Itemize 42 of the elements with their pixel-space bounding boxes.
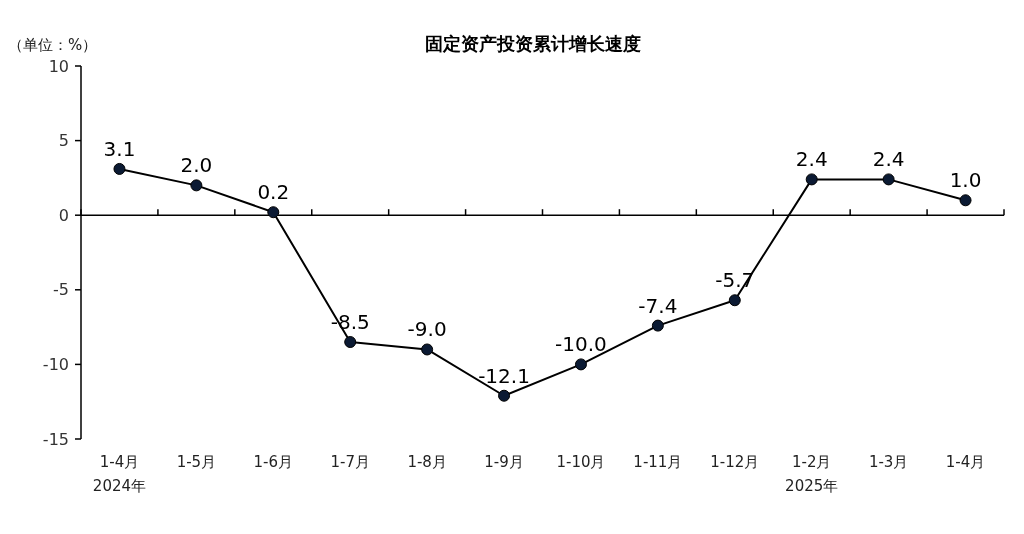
x-tick-label: 1-3月 [868,453,909,471]
data-label: 1.0 [949,168,982,193]
x-tick-label: 1-7月 [330,453,370,471]
data-label: -10.0 [555,332,607,357]
point [421,343,434,356]
point [344,336,357,349]
point [498,389,511,402]
x-tick-label: 1-9月 [484,453,524,471]
x-tick-label: 1-4月 [945,453,986,471]
point [651,319,664,332]
x-tick-label: 1-6月 [253,453,294,471]
x-tick-label: 1-10月 [556,453,606,471]
x-tick-label: 1-11月 [633,453,683,471]
y-tick-label: -15 [42,429,69,449]
point [190,179,203,192]
x-tick-label: 1-2月 2025年 [785,453,839,495]
y-tick-label: 10 [48,56,69,76]
data-label: 3.1 [103,136,136,161]
point [959,194,972,207]
data-label: 2.0 [180,153,213,178]
chart-title: 固定资产投资累计增长速度 [424,33,641,54]
point [882,173,895,186]
point [805,173,818,186]
y-tick-label: -5 [53,280,69,300]
data-label: -9.0 [407,317,447,342]
data-label: 2.4 [872,147,905,172]
x-tick-label: 1-12月 [710,453,760,471]
x-tick-label: 1-5月 [176,453,217,471]
point [113,162,126,175]
y-tick-label: 0 [58,205,69,225]
data-label: 2.4 [795,147,828,172]
y-tick-label: 5 [58,131,69,151]
point [728,294,741,307]
y-axis-title: （单位：%） [8,36,98,54]
data-label: -12.1 [478,363,530,388]
data-label: 0.2 [257,180,290,205]
x-tick-label: 1-4月 2024年 [92,453,147,495]
point [574,358,587,371]
y-tick-label: -10 [42,355,69,374]
data-label: -7.4 [638,293,678,318]
x-tick-label: 1-8月 [407,453,447,471]
point [267,206,280,219]
